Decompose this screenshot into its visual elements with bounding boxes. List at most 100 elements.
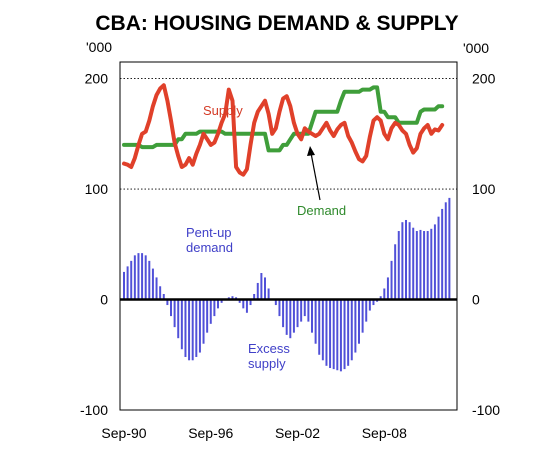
bar	[245, 299, 248, 313]
y-tick-label-right: -100	[472, 402, 500, 418]
bar-series	[123, 197, 451, 372]
bar	[339, 299, 342, 372]
bar	[123, 271, 125, 300]
bar	[379, 296, 382, 300]
bar	[390, 260, 393, 300]
bar	[267, 288, 270, 300]
bar	[249, 299, 252, 306]
bar	[289, 299, 292, 339]
bar	[386, 277, 389, 300]
bar	[285, 299, 288, 335]
axis-ticks: -100 -100 0 0 100 100 200 200	[80, 71, 500, 418]
y-tick-label-right: 200	[472, 71, 496, 87]
demand-annotation: Demand	[297, 203, 346, 218]
bar	[278, 299, 281, 317]
bar	[332, 299, 335, 370]
bar	[423, 231, 426, 300]
bar	[307, 299, 310, 322]
bar	[191, 299, 194, 361]
y-tick-label-left: 0	[100, 292, 108, 308]
y-tick-label-right: 0	[472, 292, 480, 308]
bar	[426, 231, 429, 300]
x-tick-label: Sep-96	[188, 425, 233, 441]
bar	[213, 299, 216, 317]
bar	[444, 202, 447, 300]
bar	[177, 299, 180, 339]
bar	[274, 299, 277, 306]
bar	[350, 299, 353, 361]
bar	[329, 299, 332, 369]
bar	[242, 299, 245, 309]
bar	[419, 229, 422, 300]
bar	[408, 222, 411, 300]
bar	[148, 260, 151, 300]
bar	[441, 208, 444, 300]
x-axis-labels: Sep-90 Sep-96 Sep-02 Sep-08	[101, 425, 407, 441]
excess-annotation-line1: Excess	[248, 341, 290, 356]
bar	[343, 299, 346, 370]
demand-arrow-shaft	[310, 152, 321, 201]
bar	[311, 299, 313, 333]
demand-line	[122, 85, 445, 153]
supply-annotation: Supply	[203, 103, 243, 118]
bar	[126, 266, 129, 300]
bar	[397, 231, 400, 300]
plot-area	[119, 61, 458, 411]
y-tick-label-left: 100	[85, 181, 109, 197]
bar	[166, 299, 169, 306]
bar	[296, 299, 299, 328]
bar	[151, 268, 154, 300]
bar	[303, 299, 306, 317]
bar	[405, 219, 407, 300]
bar	[253, 294, 256, 300]
bar	[358, 299, 360, 344]
bar	[170, 299, 172, 317]
pentup-annotation-line2: demand	[186, 240, 233, 255]
bar	[220, 299, 223, 303]
bar	[361, 299, 364, 333]
bar	[231, 296, 234, 300]
supply-line	[122, 83, 445, 177]
demand-arrow-head	[307, 146, 315, 156]
y-tick-label-left: -100	[80, 402, 108, 418]
x-tick-label: Sep-08	[362, 425, 407, 441]
bar	[354, 299, 357, 353]
bar	[260, 273, 263, 300]
bar	[401, 222, 404, 300]
bar	[184, 299, 187, 357]
bar	[155, 277, 158, 300]
bar	[437, 216, 440, 300]
bar	[368, 299, 371, 311]
bar	[238, 299, 241, 303]
excess-annotation-line2: supply	[248, 356, 286, 371]
bar	[217, 299, 219, 309]
line-series	[122, 83, 445, 177]
bar	[180, 299, 183, 350]
y-tick-label-left: 200	[85, 71, 109, 87]
bar	[325, 299, 328, 366]
bar	[264, 277, 266, 300]
bar	[133, 255, 136, 300]
bar	[321, 299, 324, 361]
bar	[448, 197, 451, 300]
bar	[141, 253, 144, 300]
bar	[292, 299, 295, 333]
bar	[412, 227, 415, 300]
bar	[195, 299, 198, 357]
bar	[300, 299, 303, 322]
chart-title: CBA: HOUSING DEMAND & SUPPLY	[95, 12, 458, 35]
bar	[198, 299, 201, 353]
bar	[383, 288, 386, 300]
bar	[162, 294, 165, 300]
bar	[394, 244, 397, 300]
bar	[144, 255, 147, 300]
y-tick-label-right: 100	[472, 181, 496, 197]
bar	[256, 282, 259, 300]
bar	[314, 299, 317, 344]
bar	[347, 299, 350, 366]
bar	[430, 228, 433, 300]
x-tick-label: Sep-90	[101, 425, 146, 441]
bar	[173, 299, 176, 328]
bar	[209, 299, 212, 324]
